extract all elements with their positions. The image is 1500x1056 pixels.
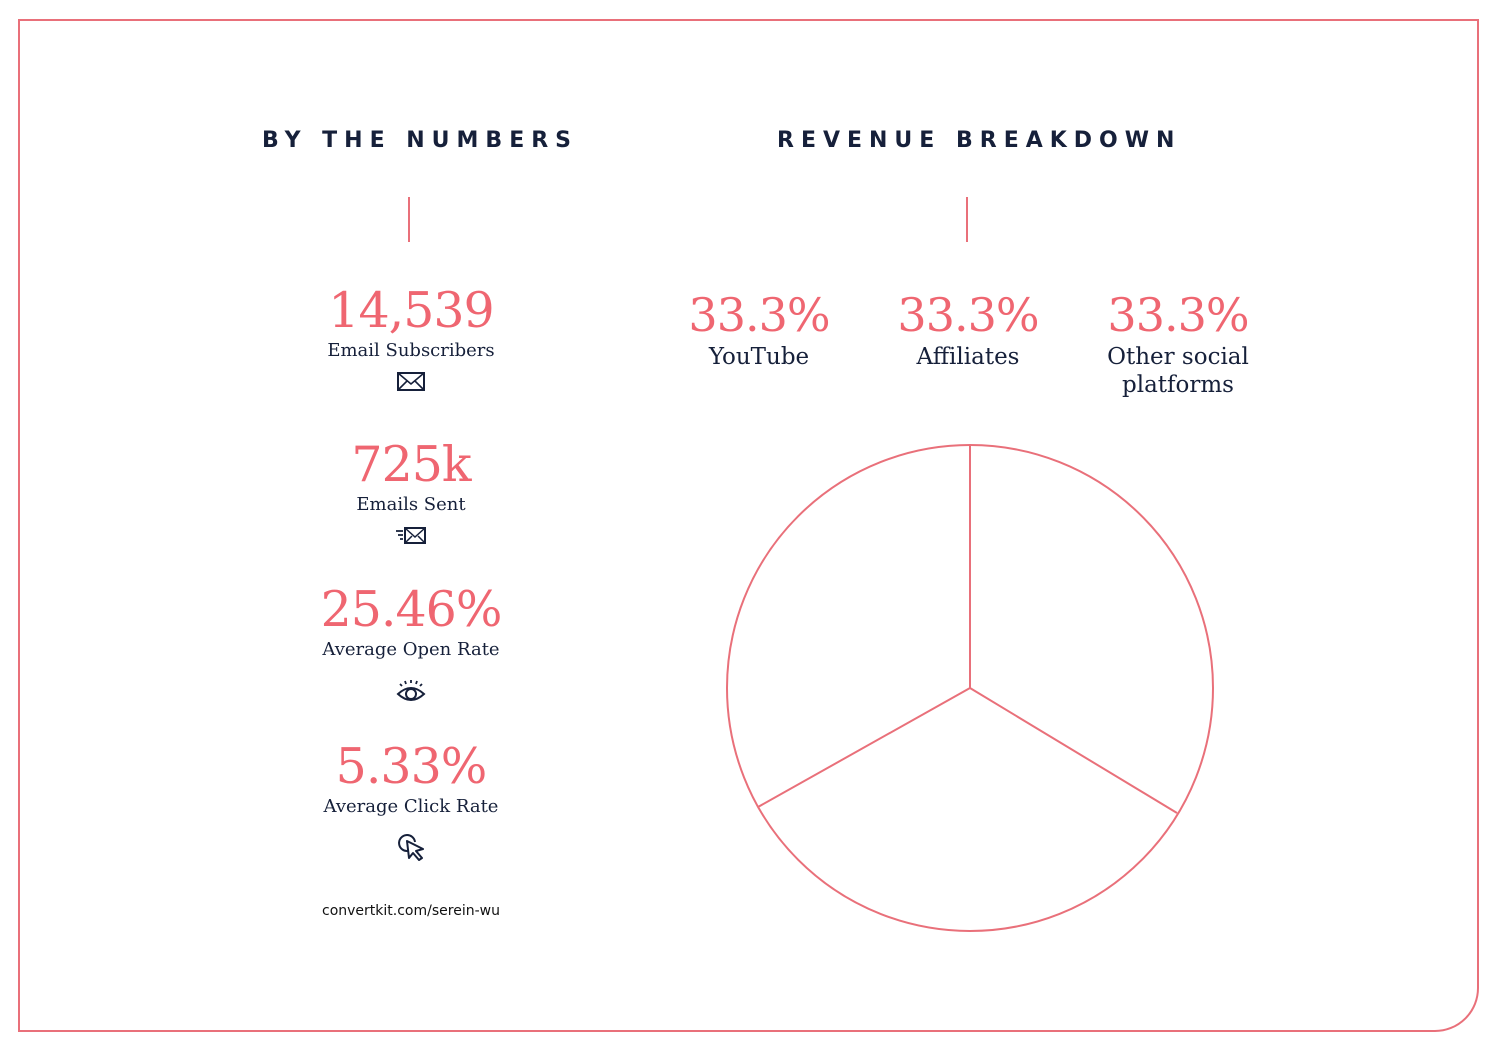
stat-emails-sent: 725k Emails Sent	[291, 440, 531, 549]
eye-icon	[396, 679, 426, 701]
stat-label: Average Click Rate	[323, 796, 499, 817]
revenue-value: 33.3%	[1107, 288, 1249, 342]
revenue-label: YouTube	[708, 344, 810, 370]
stat-open-rate: 25.46% Average Open Rate	[291, 585, 531, 704]
revenue-label: Affiliates	[916, 344, 1020, 370]
revenue-item-other-social: 33.3% Other social platforms	[1068, 292, 1288, 399]
stat-value: 725k	[351, 436, 471, 493]
envelope-sending-icon	[396, 526, 426, 544]
revenue-breakdown-heading: REVENUE BREAKDOWN	[777, 128, 1182, 153]
stat-value: 5.33%	[335, 738, 488, 795]
card-frame	[18, 19, 1479, 1032]
envelope-icon	[397, 371, 425, 391]
revenue-pie-chart	[726, 444, 1214, 932]
right-divider	[966, 197, 968, 242]
stat-click-rate: 5.33% Average Click Rate	[291, 742, 531, 861]
revenue-label: Other social platforms	[1107, 344, 1249, 398]
stat-value: 25.46%	[320, 581, 503, 638]
pie-divider	[757, 687, 971, 808]
revenue-value: 33.3%	[897, 288, 1039, 342]
stat-label: Email Subscribers	[327, 340, 495, 361]
stat-label: Emails Sent	[356, 494, 466, 515]
by-the-numbers-heading: BY THE NUMBERS	[262, 128, 579, 153]
stat-value: 14,539	[328, 282, 494, 339]
revenue-item-youtube: 33.3% YouTube	[649, 292, 869, 372]
stat-label: Average Open Rate	[322, 639, 500, 660]
left-divider	[408, 197, 410, 242]
pie-divider	[969, 687, 1178, 814]
cursor-click-icon	[398, 833, 424, 861]
revenue-item-affiliates: 33.3% Affiliates	[858, 292, 1078, 372]
stat-email-subscribers: 14,539 Email Subscribers	[291, 286, 531, 395]
convertkit-link[interactable]: convertkit.com/serein-wu	[322, 903, 500, 919]
revenue-value: 33.3%	[688, 288, 830, 342]
